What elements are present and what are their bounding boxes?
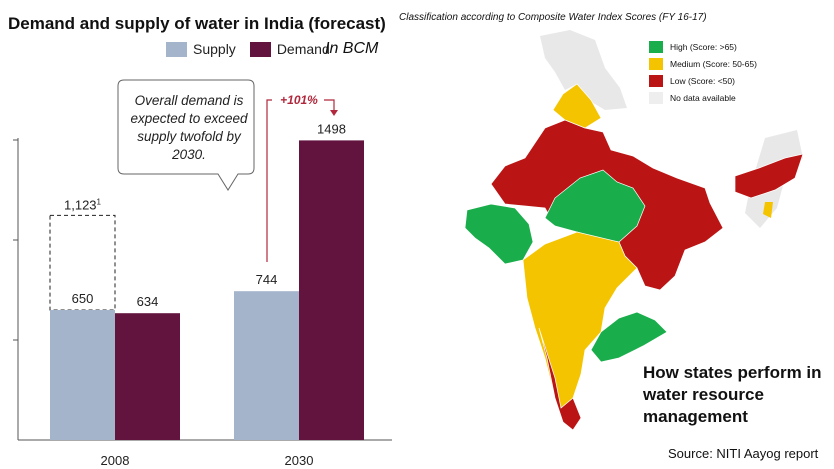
map-legend: High (Score: >65) Medium (Score: 50-65) … bbox=[649, 38, 757, 106]
bar-supply-2008 bbox=[50, 310, 115, 440]
callout-bubble bbox=[117, 79, 255, 191]
map-legend-nodata: No data available bbox=[649, 89, 757, 106]
bar-value-label: 1498 bbox=[317, 121, 346, 136]
region-no-data bbox=[540, 30, 627, 110]
callout-text: Overall demand is expected to exceed sup… bbox=[130, 93, 248, 162]
bar-value-label: 634 bbox=[137, 294, 159, 309]
map-legend-label: High (Score: >65) bbox=[670, 41, 737, 52]
growth-label: +101% bbox=[280, 93, 318, 107]
bar-demand-2008 bbox=[115, 313, 180, 440]
map-legend-medium: Medium (Score: 50-65) bbox=[649, 55, 757, 72]
map-legend-high: High (Score: >65) bbox=[649, 38, 757, 55]
bar-chart: +101% 1,1231 650 634 2008 744 1498 2030 bbox=[13, 79, 392, 468]
bar-value-label: 650 bbox=[72, 291, 94, 306]
region-high-gujarat bbox=[464, 203, 534, 265]
dashed-bar-superscript: 1 bbox=[97, 197, 102, 206]
map-swatch-high bbox=[649, 40, 663, 53]
region-low-ne bbox=[734, 153, 804, 199]
bar-demand-2030 bbox=[299, 140, 364, 440]
bar-value-label: 744 bbox=[256, 272, 278, 287]
region-medium-south bbox=[522, 231, 638, 411]
unit-label: In BCM bbox=[325, 40, 379, 57]
legend-swatch-demand bbox=[249, 41, 271, 57]
map-title: Classification according to Composite Wa… bbox=[399, 12, 707, 23]
map-legend-label: Medium (Score: 50-65) bbox=[670, 58, 757, 69]
growth-arrowhead bbox=[330, 110, 338, 116]
legend-label-demand: Demand bbox=[276, 41, 330, 57]
india-map bbox=[464, 30, 804, 431]
map-legend-label: Low (Score: <50) bbox=[670, 75, 735, 86]
x-tick-label: 2030 bbox=[285, 453, 314, 468]
source-note: Source: NITI Aayog report bbox=[668, 446, 819, 461]
legend-swatch-supply bbox=[166, 41, 187, 57]
legend-label-supply: Supply bbox=[193, 41, 236, 57]
map-caption: How states perform in water resource man… bbox=[643, 363, 822, 426]
legend-item-supply: Supply bbox=[166, 41, 236, 57]
region-low-south bbox=[538, 327, 582, 431]
x-tick-label: 2008 bbox=[101, 453, 130, 468]
region-high-mp bbox=[544, 169, 646, 243]
region-high-telangana bbox=[590, 311, 668, 363]
chart-legend: Supply Demand bbox=[166, 41, 330, 57]
bar-supply-2030 bbox=[234, 291, 299, 440]
chart-title: Demand and supply of water in India (for… bbox=[8, 14, 386, 33]
map-swatch-low bbox=[649, 74, 663, 87]
legend-item-demand: Demand bbox=[249, 41, 330, 57]
map-swatch-medium bbox=[649, 57, 663, 70]
region-medium-himachal bbox=[552, 83, 602, 129]
dashed-bar-label: 1,1231 bbox=[64, 197, 102, 212]
growth-arrow bbox=[266, 99, 335, 262]
map-swatch-nodata bbox=[649, 91, 663, 104]
map-legend-label: No data available bbox=[670, 92, 736, 103]
region-medium-tripura bbox=[763, 202, 773, 218]
map-legend-low: Low (Score: <50) bbox=[649, 72, 757, 89]
